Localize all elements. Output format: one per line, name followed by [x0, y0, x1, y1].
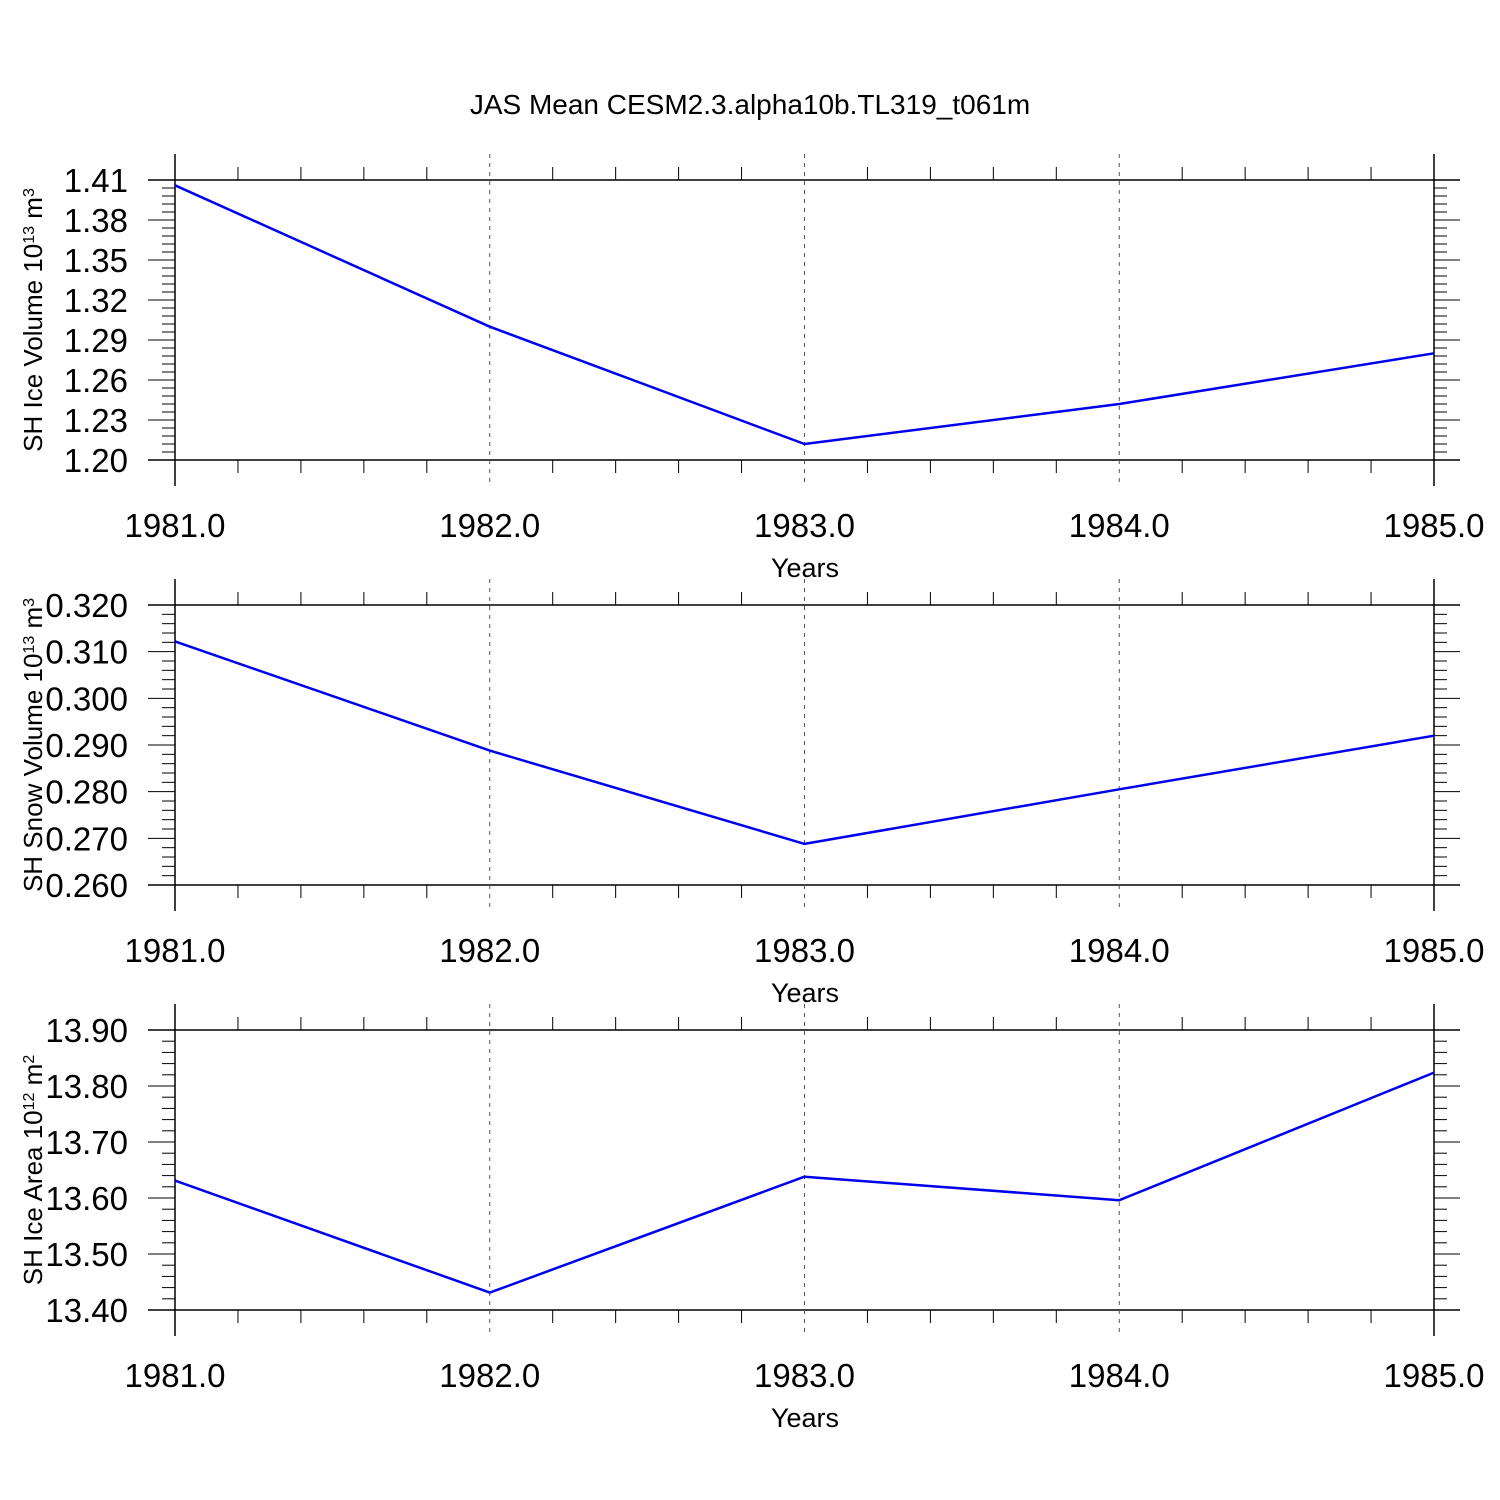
y-tick-label: 0.280 [45, 774, 128, 811]
y-axis-label-exponent: 12 [21, 1092, 38, 1110]
y-tick-label: 1.20 [64, 442, 128, 479]
y-tick-label: 13.70 [45, 1124, 128, 1161]
y-tick-label: 1.35 [64, 242, 128, 279]
y-tick-label: 0.290 [45, 727, 128, 764]
y-axis-label-main: SH Ice Volume 10 [18, 244, 48, 452]
x-tick-label: 1983.0 [754, 1357, 855, 1394]
x-tick-label: 1984.0 [1069, 507, 1170, 544]
y-axis-label: SH Ice Volume 1013 m3 [18, 188, 48, 452]
y-axis-label: SH Ice Area 1012 m2 [18, 1055, 48, 1286]
chart-panel-1: 1.201.231.261.291.321.351.381.41 1981.0 19… [18, 154, 1484, 583]
panels-container: 1.201.231.261.291.321.351.381.41 1981.0 19… [18, 154, 1484, 1433]
figure-title: JAS Mean CESM2.3.alpha10b.TL319_t061m [470, 89, 1030, 120]
x-axis-label: Years [771, 978, 839, 1008]
y-tick-label: 0.320 [45, 587, 128, 624]
x-tick-label: 1985.0 [1384, 507, 1485, 544]
y-axis-label-unit-exponent: 3 [21, 188, 38, 197]
y-axis-label: SH Snow Volume 1013 m3 [18, 598, 48, 892]
x-axis-label: Years [771, 1403, 839, 1433]
y-tick-label: 1.38 [64, 202, 128, 239]
series-line [174, 1071, 1435, 1294]
series-line [174, 640, 1435, 846]
y-tick-label: 0.300 [45, 680, 128, 717]
y-tick-label: 0.270 [45, 820, 128, 857]
y-tick-label: 0.260 [45, 867, 128, 904]
x-tick-label: 1984.0 [1069, 932, 1170, 969]
y-axis-label-unit: m [18, 197, 48, 226]
x-tick-label: 1985.0 [1384, 932, 1485, 969]
x-tick-label: 1983.0 [754, 507, 855, 544]
y-tick-label: 13.40 [45, 1292, 128, 1329]
x-tick-label: 1981.0 [125, 1357, 226, 1394]
y-tick-label: 1.41 [64, 162, 128, 199]
y-axis-label-unit-exponent: 3 [21, 598, 38, 607]
y-tick-label: 1.23 [64, 402, 128, 439]
x-tick-label: 1985.0 [1384, 1357, 1485, 1394]
x-tick-label: 1982.0 [439, 1357, 540, 1394]
chart-panel-2: 0.260 0.270 0.280 0.290 0.300 0.310 0.320 1981.… [18, 579, 1484, 1008]
y-tick-label: 13.60 [45, 1180, 128, 1217]
y-axis-label-exponent: 13 [21, 636, 38, 654]
x-tick-label: 1982.0 [439, 507, 540, 544]
y-axis-label-main: SH Snow Volume 10 [18, 654, 48, 892]
y-tick-label: 1.26 [64, 362, 128, 399]
x-axis-label: Years [771, 553, 839, 583]
y-axis-label-exponent: 13 [21, 226, 38, 244]
y-tick-label: 13.90 [45, 1012, 128, 1049]
y-axis-label-unit-exponent: 2 [21, 1055, 38, 1064]
y-tick-label: 13.50 [45, 1236, 128, 1273]
x-tick-label: 1981.0 [125, 932, 226, 969]
chart-panel-3: 13.40 13.50 13.60 13.70 13.80 13.90 1981.0 1982… [18, 1004, 1484, 1433]
series-line [174, 184, 1435, 446]
x-tick-label: 1983.0 [754, 932, 855, 969]
y-tick-label: 0.310 [45, 634, 128, 671]
y-tick-label: 1.29 [64, 322, 128, 359]
x-tick-label: 1982.0 [439, 932, 540, 969]
y-axis-label-unit: m [18, 1064, 48, 1093]
y-tick-label: 1.32 [64, 282, 128, 319]
y-tick-label: 13.80 [45, 1068, 128, 1105]
x-tick-label: 1984.0 [1069, 1357, 1170, 1394]
y-axis-label-main: SH Ice Area 10 [18, 1110, 48, 1285]
x-tick-label: 1981.0 [125, 507, 226, 544]
y-axis-label-unit: m [18, 607, 48, 636]
